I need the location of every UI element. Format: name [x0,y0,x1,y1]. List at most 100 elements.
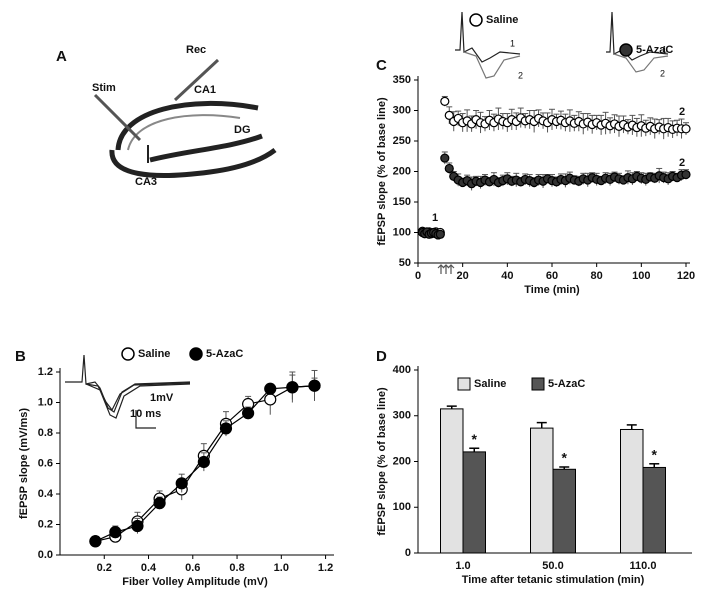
data-point [444,110,454,120]
x-tick-label: 120 [677,270,695,282]
data-point [197,455,210,469]
x-tick-label: 80 [591,270,603,282]
bar [642,466,666,554]
x-tick-label: 100 [632,270,650,282]
x-tick-label: 60 [546,270,558,282]
significance-mark: * [562,450,568,466]
data-point [242,407,255,420]
data-point [264,393,277,406]
inner-arc [127,114,241,151]
legend-marker [619,43,633,57]
data-point [440,96,450,106]
legend-marker [189,347,203,361]
tetanus-arrows [437,264,455,274]
x-tick-label: 1.0 [455,560,470,572]
stim-electrode [93,93,142,142]
trace [613,53,669,73]
x-axis-label: Time (min) [524,284,580,296]
diagram-label: CA3 [135,176,157,188]
trace [85,382,191,412]
arrow [447,264,455,274]
data-point [219,422,233,435]
panel-label: D [376,348,387,365]
legend-label: Saline [474,378,506,390]
bar [552,468,576,554]
data-point [435,229,445,239]
data-point [131,519,144,533]
dg-lower [109,147,277,178]
diagram-label: DG [234,124,251,136]
x-axis-label: Fiber Volley Amplitude (mV) [122,576,268,588]
y-tick-label: 0 [405,547,411,559]
x-tick-label: 0.4 [141,562,157,574]
x-tick-label: 20 [457,270,469,282]
y-tick-label: 1.0 [38,396,53,408]
y-tick-label: 0.2 [38,518,53,530]
annotation: 2 [679,106,685,118]
data-point [109,526,122,539]
data-point [153,497,166,510]
ca-arc [115,100,259,151]
trace [85,383,191,419]
diagram-label: Stim [92,82,116,94]
y-tick-label: 300 [393,104,411,116]
x-tick-label: 1.0 [274,562,289,574]
inset-label: 2 [660,68,665,78]
data-point [440,153,450,163]
y-tick-label: 0.4 [38,488,54,500]
legend-label: 5-AzaC [548,378,585,390]
trace [455,11,521,63]
rec-electrode [173,58,220,102]
y-tick-label: 150 [393,196,411,208]
data-point [264,382,277,395]
x-tick-label: 0.8 [229,562,244,574]
y-axis-label: fEPSP slope (% of base line) [376,97,388,246]
y-tick-label: 400 [393,364,411,376]
x-tick-label: 0.2 [97,562,112,574]
trace [463,51,521,79]
y-axis-label: fEPSP slope (mV/ms) [18,408,30,519]
arrow [437,264,445,274]
x-tick-label: 0 [415,270,421,282]
y-tick-label: 0.8 [38,427,53,439]
y-tick-label: 0.0 [38,549,53,561]
panel-label: C [376,57,387,74]
x-tick-label: 0.6 [185,562,200,574]
diagram-label: Rec [186,44,206,56]
annotation: 2 [679,157,685,169]
inset-label: 1 [662,44,667,54]
diagram-label: CA1 [194,84,216,96]
annotation: 1mV [150,392,174,404]
data-point [681,169,691,180]
legend-swatch [531,377,545,391]
annotation: 10 ms [130,408,161,420]
dg-upper [149,133,263,163]
y-tick-label: 200 [393,455,411,467]
bar [620,428,644,554]
legend-marker [121,347,135,361]
data-point [89,535,102,548]
bar [530,427,554,554]
significance-mark: * [652,446,658,462]
y-tick-label: 350 [393,74,411,86]
inset-traces [65,11,669,429]
data-point [681,124,691,134]
panel-label: B [15,348,26,365]
inset-label: 2 [518,70,523,80]
legend-label: 5-AzaC [636,44,673,56]
y-tick-label: 100 [393,501,411,513]
y-tick-label: 300 [393,410,411,422]
x-tick-label: 110.0 [630,560,657,572]
legend-swatch [457,377,471,391]
legend-label: 5-AzaC [206,348,243,360]
y-tick-label: 1.2 [38,366,53,378]
arrow [442,264,450,274]
data-point [175,477,188,490]
data-point [444,163,454,174]
bar [440,408,464,554]
hippocampus-diagram [93,58,277,178]
bar [462,451,486,554]
data-point [286,381,299,394]
x-tick-label: 50.0 [542,560,563,572]
